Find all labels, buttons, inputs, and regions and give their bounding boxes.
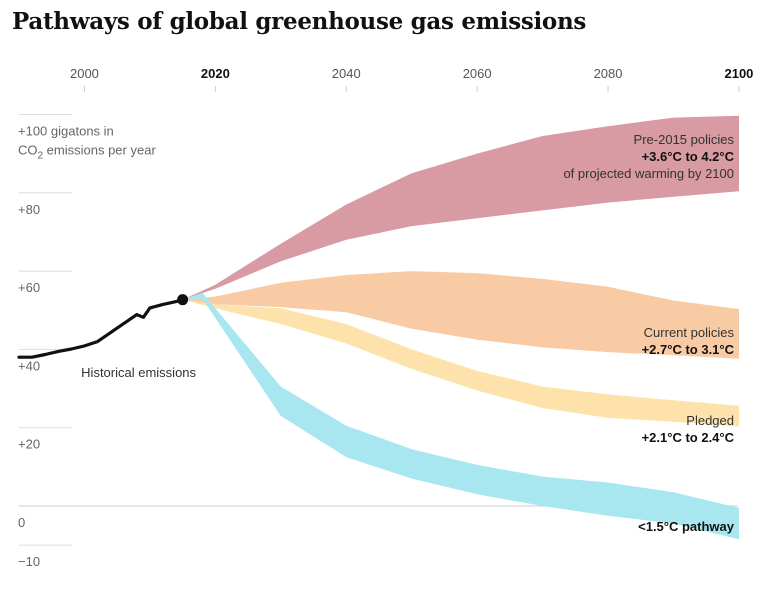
band-current-policies	[182, 271, 740, 359]
x-tick-label: 2000	[70, 66, 99, 81]
historical-endpoint-dot	[177, 294, 189, 306]
band-pledged	[182, 299, 740, 427]
x-tick-label: 2060	[463, 66, 492, 81]
band-pre-2015-policies	[182, 115, 740, 300]
historical-label: Historical emissions	[81, 365, 196, 380]
x-tick-label: 2100	[724, 66, 753, 81]
historical-line-group: Historical emissions	[17, 294, 197, 380]
x-axis-ticks: 2000 2020 2040 2060 2080 2100	[70, 66, 753, 92]
y-axis-ticks: +100 gigatons in CO2 emissions per year +8…	[18, 124, 156, 570]
y-tick-label: +40	[18, 358, 40, 373]
page-title: Pathways of global greenhouse gas emissi…	[12, 8, 587, 35]
label-pledged: Pledged +2.1°C to 2.4°C	[642, 413, 735, 445]
y-tick-label: +20	[18, 437, 40, 452]
series-labels: Pre-2015 policies +3.6°C to 4.2°C of proje…	[563, 132, 734, 534]
x-tick-label: 2080	[594, 66, 623, 81]
historical-line	[17, 298, 185, 359]
y-tick-label: +100 gigatons in	[18, 124, 114, 139]
y-axis-unit-label: CO2 emissions per year	[18, 143, 156, 162]
y-tick-label: −10	[18, 554, 40, 569]
band-1-5-c-pathway	[182, 292, 740, 540]
pathway-bands	[182, 115, 740, 540]
label-current-policies: Current policies +2.7°C to 3.1°C	[642, 325, 735, 357]
y-tick-label: +80	[18, 202, 40, 217]
label-1-5-c-pathway: <1.5°C pathway	[638, 519, 735, 534]
y-tick-label: 0	[18, 515, 25, 530]
x-tick-label: 2040	[332, 66, 361, 81]
label-pre-2015-policies: Pre-2015 policies +3.6°C to 4.2°C of proje…	[563, 132, 734, 181]
y-tick-label: +60	[18, 280, 40, 295]
x-tick-label: 2020	[201, 66, 230, 81]
